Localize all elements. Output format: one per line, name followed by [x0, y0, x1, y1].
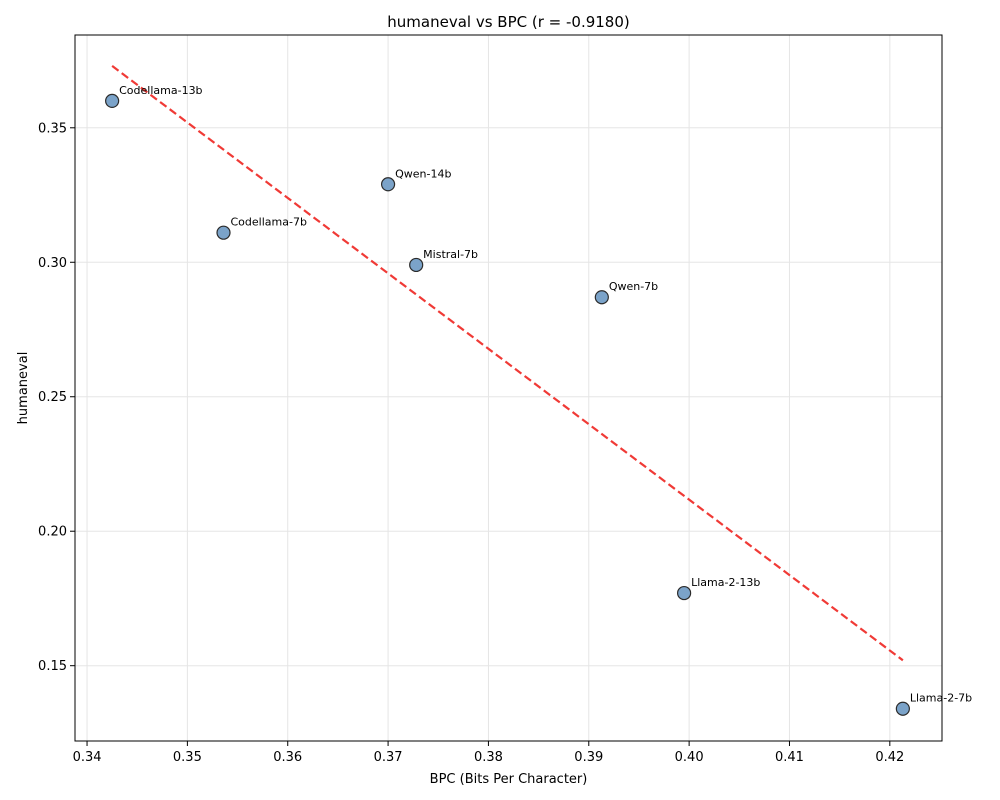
chart-title: humaneval vs BPC (r = -0.9180)	[387, 13, 629, 31]
x-axis-ticks: 0.34 0.35 0.36 0.37 0.38 0.39 0.40 0.41 0.42	[73, 741, 904, 765]
x-tick-label: 0.40	[675, 750, 704, 765]
point-label: Codellama-13b	[119, 84, 202, 97]
data-point	[677, 585, 692, 601]
y-tick-label: 0.20	[38, 525, 67, 540]
trendline-layer	[111, 65, 904, 662]
plot-frame	[74, 34, 943, 742]
data-point	[216, 225, 231, 240]
data-point	[895, 701, 910, 716]
y-tick-label: 0.25	[38, 390, 67, 405]
y-axis-label: humaneval	[16, 352, 31, 425]
data-point	[105, 93, 120, 108]
trendline	[111, 65, 904, 662]
y-axis-ticks: 0.15 0.20 0.25 0.30 0.35	[38, 121, 75, 674]
data-point	[380, 177, 396, 192]
x-tick-label: 0.36	[273, 750, 302, 765]
y-tick-label: 0.35	[38, 121, 67, 136]
x-tick-label: 0.35	[173, 750, 202, 765]
point-label: Llama-2-13b	[691, 576, 760, 589]
x-tick-label: 0.34	[73, 750, 102, 765]
point-label: Llama-2-7b	[910, 692, 972, 705]
point-label: Qwen-14b	[395, 167, 451, 180]
points-layer: Codellama-13b Qwen-14b Codellama-7b Mistral…	[105, 84, 972, 716]
grid	[75, 35, 942, 741]
point-label: Codellama-7b	[231, 216, 307, 229]
y-tick-label: 0.15	[38, 659, 67, 674]
x-tick-label: 0.41	[775, 750, 804, 765]
data-point	[409, 257, 424, 273]
x-tick-label: 0.42	[875, 750, 904, 765]
point-label: Qwen-7b	[609, 280, 658, 293]
point-label: Mistral-7b	[423, 248, 478, 261]
data-point	[594, 290, 609, 305]
x-tick-label: 0.38	[474, 750, 503, 765]
x-axis-label: BPC (Bits Per Character)	[430, 772, 588, 787]
x-tick-label: 0.37	[374, 750, 403, 765]
y-tick-label: 0.30	[38, 256, 67, 271]
x-tick-label: 0.39	[574, 750, 603, 765]
